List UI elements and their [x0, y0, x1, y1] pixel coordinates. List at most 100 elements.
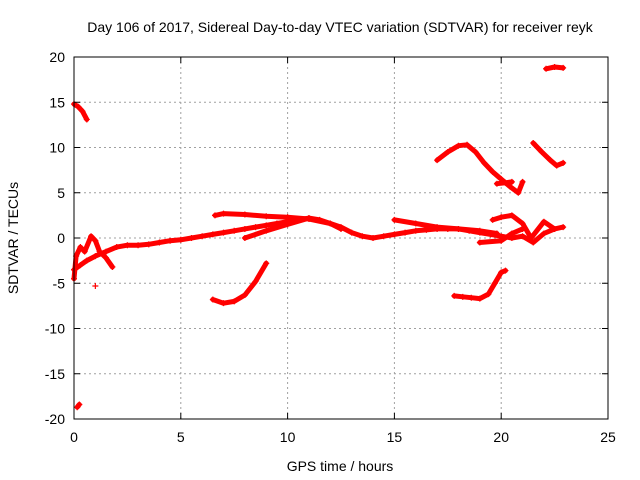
- data-point: [263, 222, 270, 229]
- data-point: [77, 262, 84, 269]
- data-point: [485, 291, 492, 298]
- data-point: [359, 233, 366, 240]
- data-point: [103, 254, 110, 261]
- data-point: [451, 292, 458, 299]
- data-point: [476, 239, 483, 246]
- data-point: [83, 116, 90, 123]
- y-tick-label: 0: [57, 230, 65, 246]
- series-arc-night: [530, 140, 566, 169]
- data-point: [540, 218, 547, 225]
- x-tick-label: 25: [600, 429, 616, 445]
- data-point: [519, 220, 526, 227]
- data-point: [284, 221, 291, 228]
- data-point: [338, 225, 344, 232]
- data-point: [508, 212, 515, 219]
- series-cap-early: [71, 101, 90, 122]
- data-point: [188, 235, 195, 241]
- data-point: [199, 233, 206, 240]
- data-point: [553, 162, 560, 169]
- data-point: [560, 64, 567, 71]
- data-point: [83, 257, 90, 264]
- y-tick-label: 20: [49, 49, 65, 65]
- data-point: [502, 179, 509, 186]
- data-point: [402, 229, 409, 236]
- data-point: [540, 230, 547, 237]
- data-point: [76, 401, 83, 408]
- data-point: [124, 242, 131, 249]
- data-point: [79, 108, 86, 115]
- data-point: [135, 242, 142, 249]
- data-point: [455, 142, 462, 149]
- data-point: [241, 235, 248, 241]
- data-point: [560, 224, 567, 231]
- data-point: [252, 224, 259, 231]
- data-point: [370, 235, 377, 241]
- data-point: [508, 230, 515, 237]
- data-point: [493, 180, 500, 187]
- data-point: [241, 225, 248, 232]
- data-point: [476, 227, 483, 234]
- data-point: [88, 233, 95, 240]
- data-point: [75, 103, 82, 110]
- data-point: [455, 225, 462, 232]
- series-track-late3: [477, 226, 526, 245]
- data-point: [241, 211, 248, 218]
- data-point: [284, 214, 291, 221]
- data-point: [391, 231, 398, 238]
- data-point: [177, 236, 184, 243]
- y-axis-ticks: -20 -15 -10 -5 0 5 10 15 20: [45, 49, 608, 427]
- data-point: [530, 139, 537, 146]
- y-tick-label: -15: [45, 366, 65, 382]
- data-point: [252, 278, 259, 285]
- data-point: [528, 235, 535, 241]
- y-axis-label: SDTVAR / TECUs: [5, 182, 21, 294]
- data-point: [519, 233, 526, 240]
- y-tick-label: -10: [45, 321, 65, 337]
- series-dip-2: [451, 268, 508, 302]
- y-tick-label: -20: [45, 411, 65, 427]
- y-tick-label: 5: [57, 185, 65, 201]
- data-point: [220, 229, 227, 236]
- data-point: [209, 296, 216, 303]
- series-track-mid: [242, 215, 312, 241]
- x-tick-label: 20: [493, 429, 509, 445]
- data-point: [502, 267, 509, 274]
- data-point: [241, 292, 248, 299]
- data-point: [231, 298, 238, 305]
- data-point: [519, 178, 526, 185]
- data-point: [551, 225, 558, 232]
- data-point: [77, 244, 84, 251]
- data-point: [519, 225, 526, 232]
- data-point: [434, 224, 441, 231]
- series-track-upper: [212, 211, 344, 232]
- data-point: [327, 220, 334, 227]
- data-point: [434, 157, 441, 164]
- x-tick-label: 5: [177, 429, 185, 445]
- data-point: [103, 248, 110, 255]
- data-point: [113, 244, 120, 251]
- data-point: [560, 159, 567, 166]
- data-point: [543, 65, 550, 72]
- data-point: [211, 212, 218, 219]
- data-point: [459, 293, 466, 300]
- data-point: [423, 226, 430, 233]
- y-tick-label: 10: [49, 140, 65, 156]
- data-point: [167, 237, 174, 244]
- data-point: [464, 141, 471, 148]
- data-point: [220, 300, 227, 307]
- x-axis-label: GPS time / hours: [287, 458, 394, 474]
- data-point: [468, 294, 475, 301]
- data-point: [412, 220, 419, 227]
- data-point: [92, 237, 99, 244]
- data-point: [508, 178, 515, 185]
- data-point: [489, 168, 496, 175]
- data-point: [81, 248, 88, 255]
- data-point: [145, 241, 152, 248]
- y-tick-label: 15: [49, 94, 65, 110]
- data-point: [472, 149, 479, 156]
- data-point: [498, 237, 505, 244]
- x-axis-ticks: 0 5 10 15 20 25: [70, 57, 616, 445]
- data-point: [489, 216, 496, 223]
- data-point: [391, 216, 398, 223]
